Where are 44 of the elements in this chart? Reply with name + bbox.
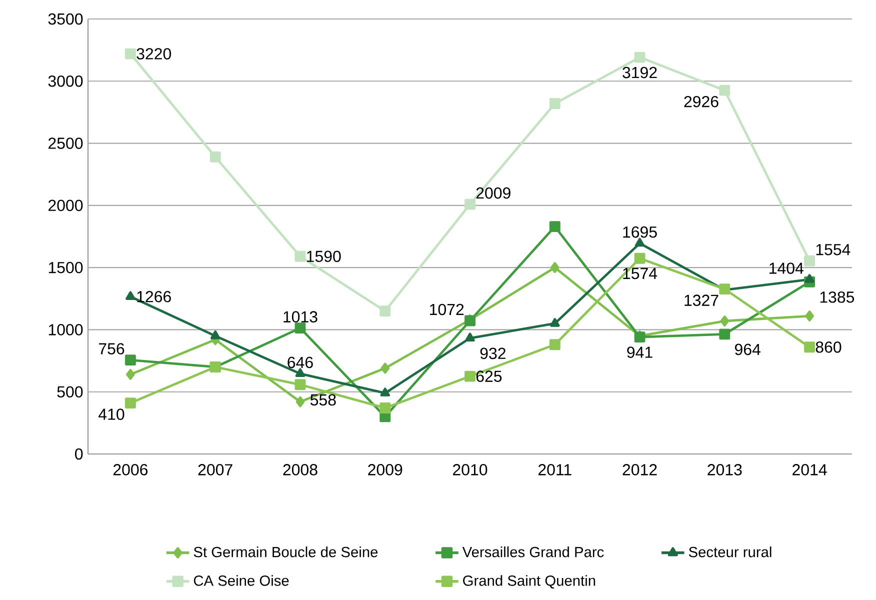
x-tick-label: 2009 [368, 464, 402, 476]
legend-label: Grand Saint Quentin [463, 575, 596, 588]
y-tick-label: 3500 [48, 13, 83, 25]
data-label: 1266 [137, 290, 171, 302]
x-tick-label: 2012 [622, 464, 657, 476]
legend-label: Secteur rural [688, 546, 772, 558]
data-label: 964 [735, 344, 760, 356]
data-label: 1385 [820, 291, 854, 303]
x-tick-label: 2007 [198, 464, 232, 476]
x-tick-label: 2008 [283, 464, 318, 476]
data-label: 1404 [770, 262, 804, 274]
y-tick-label: 1500 [48, 262, 83, 274]
data-label: 1554 [816, 244, 850, 256]
data-label: 1695 [623, 226, 657, 238]
y-tick-label: 1000 [48, 324, 83, 336]
legend-label: CA Seine Oise [194, 575, 289, 586]
y-tick-label: 3000 [48, 75, 83, 87]
data-label: 1072 [430, 304, 464, 316]
data-label: 3220 [136, 48, 172, 60]
data-label: 2009 [476, 187, 510, 199]
data-label: 625 [476, 370, 502, 382]
data-label: 1013 [284, 311, 318, 322]
data-label: 932 [480, 348, 506, 360]
data-label: 756 [98, 343, 124, 354]
x-tick-label: 2010 [452, 464, 488, 476]
y-tick-label: 0 [75, 448, 83, 460]
legend-label: Versailles Grand Parc [462, 546, 604, 558]
data-label: 558 [310, 394, 336, 406]
data-label: 646 [288, 356, 313, 368]
x-tick-label: 2014 [792, 464, 827, 476]
legend-label: St Germain Boucle de Seine [194, 546, 378, 558]
y-tick-label: 500 [57, 386, 83, 398]
data-label: 1327 [684, 294, 718, 306]
data-label: 410 [98, 408, 124, 420]
y-tick-label: 2500 [48, 138, 83, 149]
x-tick-label: 2013 [708, 464, 742, 476]
data-label: 1590 [307, 250, 341, 262]
data-label: 3192 [622, 66, 657, 78]
y-tick-label: 2000 [48, 200, 83, 212]
x-tick-label: 2006 [113, 464, 148, 476]
data-label: 941 [627, 346, 652, 358]
x-tick-label: 2011 [538, 464, 572, 476]
data-label: 860 [816, 341, 842, 353]
data-label: 2926 [684, 96, 718, 108]
